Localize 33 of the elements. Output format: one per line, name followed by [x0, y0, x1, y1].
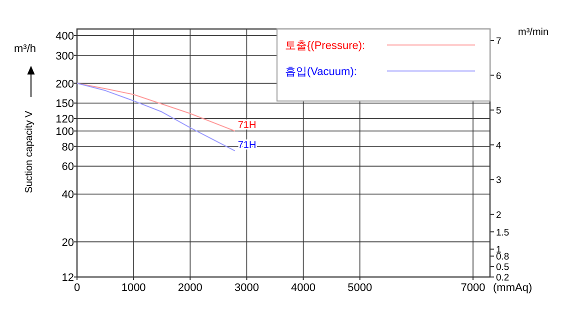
x-tick-label: 1000: [121, 282, 146, 294]
y-tick-label: 400: [56, 30, 74, 43]
y-tick-label: 200: [56, 78, 74, 90]
y-tick-label: 20: [62, 236, 74, 249]
y2-tick-label: 0.2: [496, 272, 510, 284]
y-tick-label: 120: [56, 113, 74, 126]
y2-tick-label: 6: [496, 70, 502, 82]
text: m³/h: [14, 43, 36, 55]
legend: 토출{(Pressure): 흡입(Vacuum):: [276, 28, 490, 102]
y-tick-label: 300: [56, 50, 74, 62]
x-tick-label: 7000: [460, 282, 486, 294]
y-tick-label: 12: [62, 272, 74, 284]
y2-tick-label: 1.5: [496, 227, 510, 238]
y2-tick-label: 0.5: [496, 262, 510, 274]
x-tick-label: 2000: [178, 282, 202, 294]
x-tick-label: 4000: [291, 282, 316, 294]
y2-tick-label: 4: [496, 140, 502, 152]
y-axis-title: Suction capacity V: [24, 110, 35, 194]
y-tick-label: 40: [62, 189, 74, 202]
y-tick-label: 60: [62, 161, 74, 174]
y-tick-label: 100: [56, 126, 74, 138]
y2-axis-title: m³/min: [518, 27, 549, 38]
y-tick-label: 80: [62, 141, 74, 154]
y-tick-label: 150: [56, 98, 74, 110]
x-tick-label: 3000: [234, 282, 259, 294]
y2-tick-label: 2: [496, 210, 502, 221]
y2-tick-label: 0.8: [496, 252, 510, 263]
y2-tick-label: 3: [496, 175, 502, 186]
x-tick-label: 0: [74, 282, 80, 294]
x-tick-label: 5000: [348, 282, 372, 294]
x-axis-title: (mmAq): [493, 282, 532, 294]
y2-tick-label: 5: [496, 106, 502, 117]
y2-tick-label: 7: [496, 36, 502, 47]
